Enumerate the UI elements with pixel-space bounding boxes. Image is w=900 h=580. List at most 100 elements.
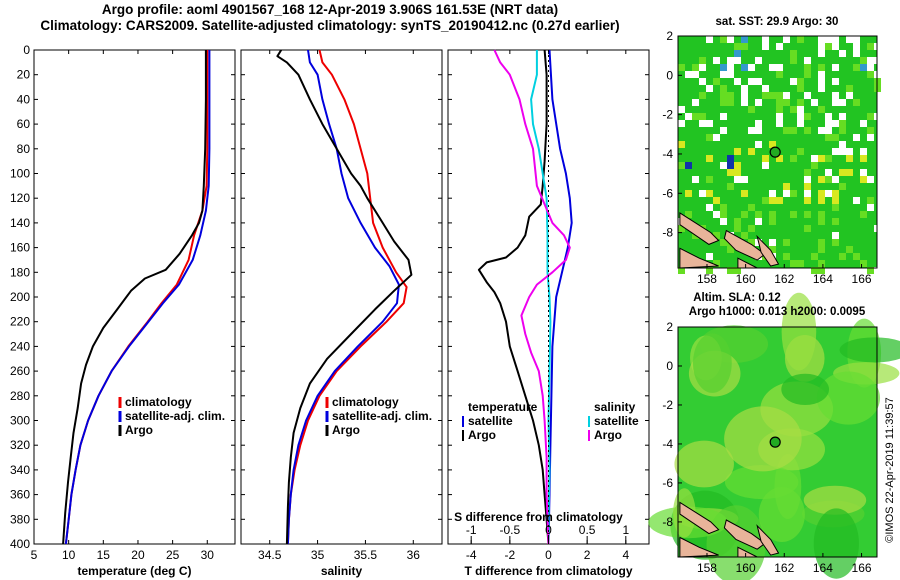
sla-blob <box>781 292 817 371</box>
temperature-legend-label: Argo <box>125 423 153 437</box>
sst-cell <box>762 43 769 50</box>
sst-cell <box>741 43 748 50</box>
s-axis-tick-label: 1 <box>622 523 629 537</box>
sst-cell <box>678 120 685 127</box>
sst-cell <box>727 57 734 64</box>
diff-legend-right-label: satellite <box>594 414 639 428</box>
sst-cell <box>734 148 741 155</box>
sst-cell <box>685 162 692 169</box>
sst-cell <box>769 141 776 148</box>
sla-map-xtick-label: 160 <box>736 561 756 575</box>
sst-cell <box>748 78 755 85</box>
sst-cell <box>741 211 748 218</box>
salinity-frame <box>240 49 443 545</box>
difference-series-s-argo <box>493 49 571 545</box>
sst-cell <box>734 267 741 274</box>
sla-map-land <box>679 536 719 558</box>
sst-cell <box>699 78 706 85</box>
salinity-legend-label: satellite-adj. clim. <box>332 409 432 423</box>
temperature-xtick-label: 20 <box>131 548 145 562</box>
sst-cell <box>692 71 699 78</box>
sst-cell <box>860 260 867 267</box>
sst-cell <box>734 50 741 57</box>
sst-cell <box>818 106 825 113</box>
sst-cell <box>727 64 734 71</box>
sst-cell <box>839 183 846 190</box>
sst-cell <box>769 218 776 225</box>
temperature-xtick-label: 15 <box>97 548 111 562</box>
sla-blob <box>803 485 867 515</box>
difference-xtick-label: 2 <box>584 548 591 562</box>
sst-cell <box>804 197 811 204</box>
sst-cell <box>832 218 839 225</box>
sst-map-ytick-label: -4 <box>662 147 673 161</box>
sst-cell <box>776 106 783 113</box>
sst-cell <box>811 155 818 162</box>
sst-cell <box>706 204 713 211</box>
sst-cell <box>832 134 839 141</box>
sst-cell <box>853 253 860 260</box>
sst-cell <box>713 197 720 204</box>
sst-cell <box>804 92 811 99</box>
sla-map-ytick-label: -6 <box>662 476 673 490</box>
sst-cell <box>790 78 797 85</box>
sst-cell <box>797 106 804 113</box>
sst-cell <box>755 78 762 85</box>
y-tick-label: 120 <box>10 191 30 205</box>
sst-cell <box>783 253 790 260</box>
temperature-legend-label: satellite-adj. clim. <box>125 409 225 423</box>
salinity-legend-label: climatology <box>332 395 399 409</box>
sst-cell <box>678 162 685 169</box>
sst-cell <box>727 246 734 253</box>
temperature-series-argo <box>62 50 207 545</box>
y-tick-label: 260 <box>10 364 30 378</box>
sst-cell <box>839 120 846 127</box>
salinity-xtick-label: 35 <box>311 548 325 562</box>
sst-cell <box>699 120 706 127</box>
sla-map-ytick-label: -2 <box>662 398 673 412</box>
sst-cell <box>713 78 720 85</box>
sst-cell <box>692 99 699 106</box>
sst-cell <box>818 260 825 267</box>
sla-blob <box>813 508 859 579</box>
sst-cell <box>832 120 839 127</box>
sla-map-land <box>679 501 720 535</box>
sst-cell <box>839 50 846 57</box>
y-tick-label: 100 <box>10 167 30 181</box>
sst-cell <box>720 99 727 106</box>
sst-cell <box>825 155 832 162</box>
sst-cell <box>804 64 811 71</box>
sst-cell <box>720 204 727 211</box>
title-line-1: Argo profile: aoml 4901567_168 12-Apr-20… <box>101 2 559 17</box>
sst-cell <box>825 176 832 183</box>
sst-cell <box>825 134 832 141</box>
sst-cell <box>720 211 727 218</box>
sst-cell <box>748 127 755 134</box>
salinity-series-satellite-adj-clim- <box>286 49 400 545</box>
sst-cell <box>678 267 685 274</box>
sst-cell <box>776 64 783 71</box>
sst-cell <box>762 162 769 169</box>
sst-cell <box>853 99 860 106</box>
sst-cell <box>839 99 846 106</box>
sst-cell <box>832 197 839 204</box>
sst-cell <box>818 246 825 253</box>
sst-cell <box>860 155 867 162</box>
sst-cell <box>846 148 853 155</box>
y-tick-label: 180 <box>10 265 30 279</box>
sst-cell <box>748 239 755 246</box>
temperature-legend-label: climatology <box>125 395 192 409</box>
y-tick-label: 320 <box>10 438 30 452</box>
sst-cell <box>748 64 755 71</box>
sst-map-title: sat. SST: 29.9 Argo: 30 <box>716 16 839 28</box>
salinity-xtick-label: 34.5 <box>258 548 282 562</box>
sla-blob <box>674 440 734 488</box>
y-tick-label: 80 <box>17 142 31 156</box>
sst-cell <box>741 85 748 92</box>
sst-cell <box>790 50 797 57</box>
sst-cell <box>867 197 874 204</box>
sst-cell <box>818 190 825 197</box>
sst-cell <box>699 190 706 197</box>
sst-cell <box>797 99 804 106</box>
